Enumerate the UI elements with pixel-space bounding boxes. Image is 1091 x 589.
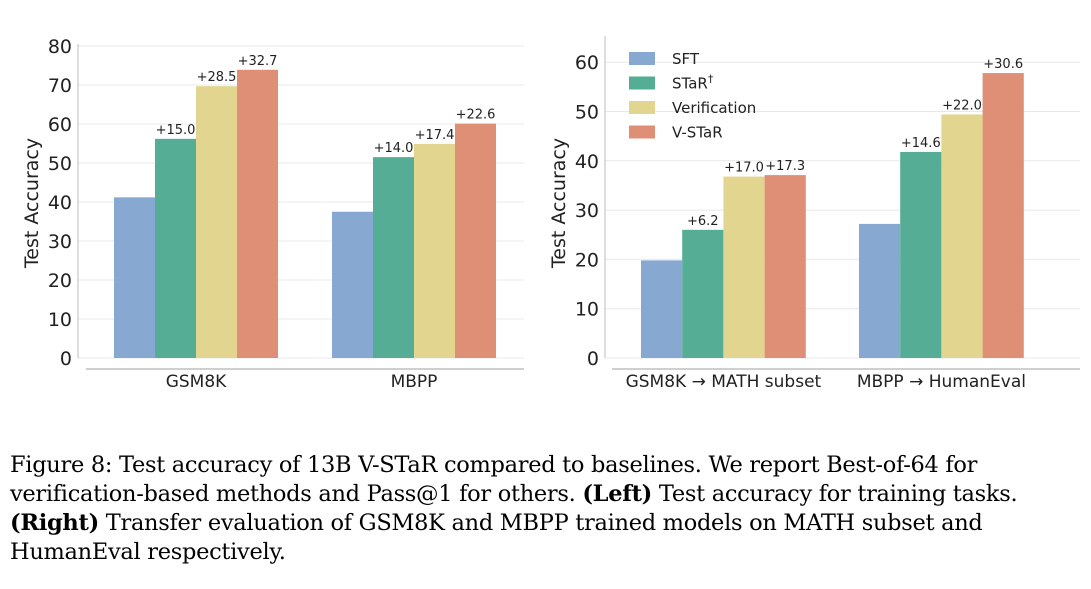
bar — [982, 73, 1024, 359]
bar — [114, 197, 155, 358]
bar — [414, 143, 455, 358]
chart-left: 0 10 20 30 40 50 60 70 80 +15.0 +28.5+32.7 GSM8K +14… — [21, 36, 524, 392]
legend-label-superscript: † — [708, 73, 714, 86]
y-tick-label: 50 — [48, 153, 72, 175]
bar — [900, 151, 942, 358]
legend-label: Verification — [672, 99, 756, 117]
y-tick-label: 0 — [60, 348, 72, 370]
legend: SFT STaR† Verification V-STaR — [629, 50, 756, 142]
x-category-label: GSM8K → MATH subset — [626, 372, 822, 392]
y-tick-label: 0 — [587, 348, 599, 370]
y-tick-label: 60 — [575, 52, 599, 74]
caption-left-text: Test accuracy for training tasks. — [658, 481, 1018, 507]
legend-swatch — [629, 76, 655, 90]
y-tick-label: 50 — [575, 102, 599, 124]
y-tick-label: 10 — [575, 299, 599, 321]
data-label: +17.3 — [765, 159, 805, 174]
legend-item: SFT — [672, 50, 700, 68]
legend-swatch — [629, 101, 655, 114]
caption-right-text: Transfer evaluation of GSM8K and MBPP tr… — [10, 510, 983, 565]
y-tick-label: 10 — [48, 309, 72, 331]
x-category-label: GSM8K — [166, 372, 227, 392]
bar — [332, 211, 373, 358]
bar — [641, 260, 683, 358]
data-label: +32.7 — [238, 54, 278, 69]
bar — [196, 86, 237, 359]
bar — [764, 175, 806, 358]
data-label: +17.4 — [415, 128, 455, 143]
bar — [455, 123, 496, 358]
figure-caption: Figure 8: Test accuracy of 13B V-STaR co… — [10, 451, 1080, 567]
data-label: +14.0 — [374, 141, 414, 156]
y-tick-label: 40 — [48, 192, 72, 214]
y-tick-label: 40 — [575, 151, 599, 173]
data-label: +15.0 — [156, 123, 196, 138]
y-tick-label: 30 — [575, 200, 599, 222]
legend-item: STaR† — [672, 73, 714, 93]
caption-right-label: (Right) — [10, 510, 99, 536]
data-label: +17.0 — [724, 161, 764, 176]
legend-item: V-STaR — [672, 124, 723, 142]
data-label: +30.6 — [983, 57, 1023, 72]
y-tick-label: 20 — [575, 249, 599, 271]
bar — [723, 176, 765, 358]
bar — [373, 157, 414, 358]
caption-figure-label: Figure 8: — [10, 452, 113, 478]
caption-left-label: (Left) — [582, 481, 653, 507]
y-tick-label: 60 — [48, 114, 72, 136]
data-label: +22.0 — [942, 98, 982, 113]
bar — [941, 114, 983, 358]
bar — [237, 69, 278, 358]
y-axis-label: Test Accuracy — [548, 138, 570, 269]
bar — [155, 138, 196, 358]
bar — [682, 229, 724, 358]
data-label: +14.6 — [901, 136, 941, 151]
y-axis-label: Test Accuracy — [21, 138, 43, 269]
y-tick-label: 20 — [48, 270, 72, 292]
y-tick-label: 30 — [48, 231, 72, 253]
legend-label: V-STaR — [672, 124, 723, 142]
legend-label: SFT — [672, 50, 700, 68]
legend-item: Verification — [672, 99, 756, 117]
legend-label: STaR — [672, 75, 708, 93]
y-tick-label: 70 — [48, 75, 72, 97]
chart-right: 0 10 20 30 40 50 60 +6.2 +17.0 +17.3 GSM8K → MATH … — [548, 36, 1080, 392]
legend-swatch — [629, 125, 655, 139]
data-label: +28.5 — [197, 70, 237, 85]
x-category-label: MBPP — [391, 372, 438, 392]
data-label: +22.6 — [456, 108, 496, 123]
caption-text: Test accuracy of 13B V-STaR compared to … — [10, 452, 978, 507]
y-tick-label: 80 — [48, 36, 72, 58]
data-label: +6.2 — [687, 214, 719, 229]
legend-swatch — [629, 52, 655, 65]
x-category-label: MBPP → HumanEval — [857, 372, 1026, 392]
bar — [859, 223, 901, 358]
